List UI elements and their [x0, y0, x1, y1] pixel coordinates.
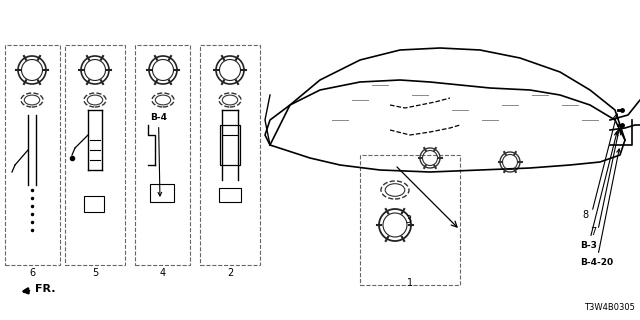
- Bar: [219, 188, 241, 202]
- Text: FR.: FR.: [24, 284, 55, 294]
- Bar: [150, 184, 174, 202]
- Text: 4: 4: [160, 268, 166, 278]
- Text: 3: 3: [405, 215, 411, 225]
- Bar: [220, 125, 240, 165]
- Bar: [135, 45, 190, 265]
- Text: T3W4B0305: T3W4B0305: [584, 303, 635, 312]
- Text: B-3: B-3: [580, 132, 618, 250]
- Bar: [5, 45, 60, 265]
- Bar: [84, 196, 104, 212]
- Text: 1: 1: [407, 278, 413, 288]
- Text: B-4-20: B-4-20: [580, 149, 620, 267]
- Bar: [65, 45, 125, 265]
- Bar: [200, 45, 260, 265]
- Bar: [360, 155, 460, 285]
- Text: 2: 2: [227, 268, 233, 278]
- Text: B-4: B-4: [150, 113, 167, 196]
- Text: 5: 5: [92, 268, 98, 278]
- Text: 7: 7: [590, 227, 596, 237]
- Text: 6: 6: [29, 268, 35, 278]
- Text: 8: 8: [582, 210, 588, 220]
